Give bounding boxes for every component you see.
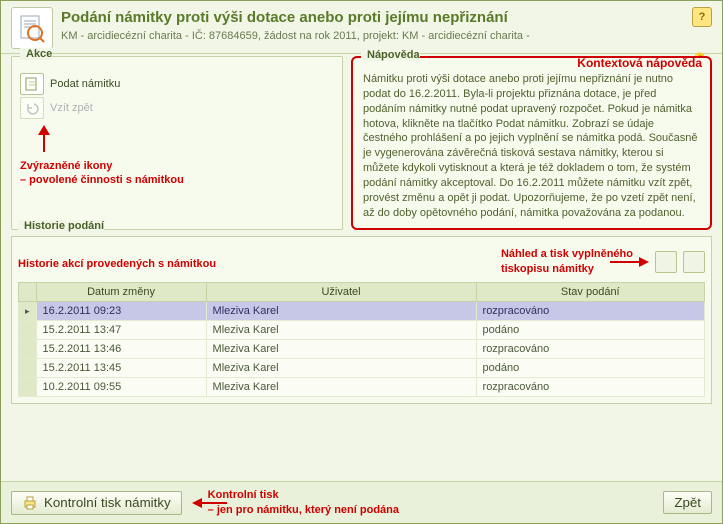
history-table: Datum změny Uživatel Stav podání 16.2.20… [18, 282, 705, 397]
cell-user: Mleziva Karel [206, 302, 476, 321]
action-submit-objection[interactable]: Podat námitku [20, 73, 334, 95]
preview-button[interactable] [655, 251, 677, 273]
cell-user: Mleziva Karel [206, 359, 476, 378]
table-row[interactable]: 15.2.2011 13:45Mleziva Karelpodáno [19, 359, 705, 378]
cell-date: 10.2.2011 09:55 [36, 378, 206, 397]
col-date[interactable]: Datum změny [36, 283, 206, 302]
back-label: Zpět [674, 495, 701, 510]
cell-status: rozpracováno [476, 340, 704, 359]
footer: Kontrolní tisk námitky Kontrolní tisk – … [1, 481, 722, 523]
arrow-icon [192, 498, 202, 508]
action-take-back: Vzít zpět [20, 97, 334, 119]
table-row[interactable]: 15.2.2011 13:46Mleziva Karelrozpracováno [19, 340, 705, 359]
table-row[interactable]: 15.2.2011 13:47Mleziva Karelpodáno [19, 321, 705, 340]
cell-status: podáno [476, 359, 704, 378]
action-label: Vzít zpět [50, 102, 93, 114]
history-panel: Historie podání Historie akcí provedenýc… [11, 236, 712, 404]
history-annotation-left: Historie akcí provedených s námitkou [18, 257, 216, 271]
arrow-icon [38, 125, 50, 135]
printer-icon [22, 495, 38, 511]
cell-status: podáno [476, 321, 704, 340]
table-row[interactable]: 10.2.2011 09:55Mleziva Karelrozpracováno [19, 378, 705, 397]
help-panel-label: Nápověda [361, 49, 420, 61]
submit-icon [20, 73, 44, 95]
cell-date: 15.2.2011 13:45 [36, 359, 206, 378]
arrow-icon [639, 257, 649, 267]
cell-user: Mleziva Karel [206, 378, 476, 397]
control-print-label: Kontrolní tisk námitky [44, 495, 171, 510]
cell-user: Mleziva Karel [206, 340, 476, 359]
history-panel-label: Historie podání [18, 220, 104, 232]
cell-date: 16.2.2011 09:23 [36, 302, 206, 321]
page-subtitle: KM - arcidiecézní charita - IČ: 87684659… [61, 30, 692, 42]
help-body: Námitku proti výši dotace anebo proti je… [361, 72, 702, 222]
col-user[interactable]: Uživatel [206, 283, 476, 302]
cell-status: rozpracováno [476, 378, 704, 397]
control-print-button[interactable]: Kontrolní tisk námitky [11, 491, 182, 515]
actions-panel-label: Akce [20, 48, 52, 60]
undo-icon [20, 97, 44, 119]
footer-annotation: Kontrolní tisk – jen pro námitku, který … [192, 488, 399, 517]
form-icon [11, 7, 53, 49]
cell-status: rozpracováno [476, 302, 704, 321]
cell-user: Mleziva Karel [206, 321, 476, 340]
cell-date: 15.2.2011 13:46 [36, 340, 206, 359]
header: Podání námitky proti výši dotace anebo p… [1, 1, 722, 54]
help-icon[interactable]: ? [692, 7, 712, 27]
row-marker-header [19, 283, 37, 302]
context-help-annotation: Kontextová nápověda [577, 56, 702, 70]
objection-window: Podání námitky proti výši dotace anebo p… [0, 0, 723, 524]
help-panel: Nápověda Kontextová nápověda Námitku pro… [351, 56, 712, 230]
actions-panel: Akce Podat námitku Vzít zpět Zvýrazněné … [11, 56, 343, 230]
print-button[interactable] [683, 251, 705, 273]
col-status[interactable]: Stav podání [476, 283, 704, 302]
back-button[interactable]: Zpět [663, 491, 712, 514]
table-row[interactable]: 16.2.2011 09:23Mleziva Karelrozpracováno [19, 302, 705, 321]
cell-date: 15.2.2011 13:47 [36, 321, 206, 340]
action-label: Podat námitku [50, 78, 120, 90]
history-annotation-right: Náhled a tisk vyplněného tiskopisu námit… [501, 247, 705, 276]
page-title: Podání námitky proti výši dotace anebo p… [61, 9, 692, 26]
actions-annotation: Zvýrazněné ikony – povolené činnosti s n… [20, 159, 334, 188]
